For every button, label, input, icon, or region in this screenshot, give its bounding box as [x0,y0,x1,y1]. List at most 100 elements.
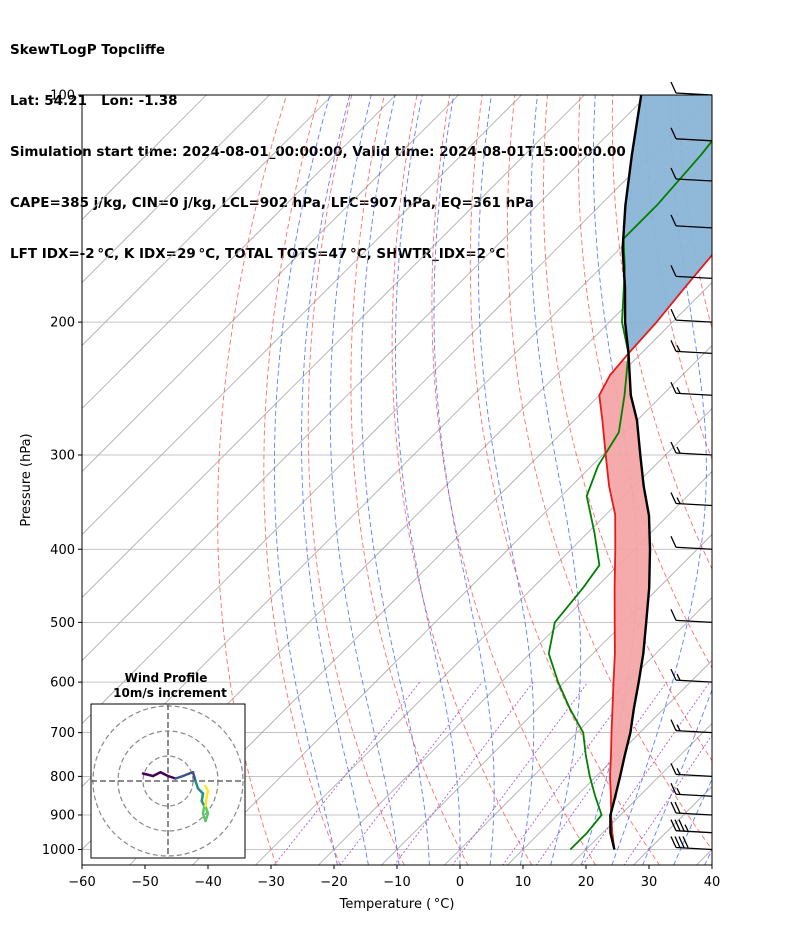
moist-adiabat [433,95,495,865]
moist-adiabat [642,688,712,865]
wind-barb [670,265,713,280]
hodograph-trace [204,794,208,808]
y-tick-label: 200 [50,316,75,331]
hodograph-trace [159,771,170,778]
wind-barb [670,668,713,683]
hodograph-trace [200,792,205,803]
wind-barb [670,719,713,734]
isotherm-line [82,95,712,725]
mixing-ratio-line [623,734,712,865]
x-tick-label: −10 [383,875,410,890]
isotherm-line [128,281,712,865]
isotherm-line [82,95,397,410]
x-axis-label: Temperature ( °C) [339,897,455,912]
wind-barb [670,167,713,182]
y-tick-label: 400 [50,543,75,558]
y-tick-label: 100 [50,89,75,104]
y-axis-label: Pressure (hPa) [19,433,34,526]
hodograph-title: Wind Profile [125,671,208,685]
dry-adiabat [391,95,533,865]
moist-adiabat [360,95,430,865]
cape-area [599,360,650,812]
hodograph-trace [204,812,210,823]
cape-line: CAPE=385 j/kg, CIN=0 j/kg, LCL=902 hPa, … [10,195,534,211]
isotherm-line [254,407,712,865]
hodograph-trace [174,774,185,780]
wind-barb [670,492,713,507]
parcel-line [609,95,652,850]
dry-adiabat [263,95,341,865]
moist-adiabat [673,777,712,865]
x-tick-label: −40 [194,875,221,890]
isotherm-line [82,95,271,284]
y-tick-label: 1000 [42,843,75,858]
moist-adiabat [704,848,712,865]
hodograph-trace [204,804,210,815]
wind-barb [670,836,713,851]
mixing-ratio-line [582,681,711,865]
mixing-ratio-line [451,681,589,865]
mixing-ratio-line [502,681,636,865]
dry-adiabat [710,95,712,122]
dry-adiabat [507,95,712,851]
isotherm-line [82,95,208,221]
isotherm-line [82,95,523,536]
isotherm-line [569,722,712,865]
mixing-ratio-line [273,681,421,865]
wind-barb [670,535,713,550]
chart-title-block: SkewTLogP Topcliffe Lat: 54.21 Lon: -1.3… [10,8,626,280]
x-tick-label: 0 [456,875,464,890]
x-tick-label: 40 [704,875,721,890]
hodograph-trace [141,772,155,778]
x-tick-label: 10 [515,875,532,890]
hodograph-trace [166,774,177,780]
chart-title: SkewTLogP Topcliffe [10,42,166,58]
dry-adiabat [543,95,712,762]
moist-adiabat [329,95,400,865]
x-tick-label: 30 [641,875,658,890]
isotherm-line [317,470,712,865]
isotherm-line [191,344,712,865]
time-line: Simulation start time: 2024-08-01_00:00:… [10,144,626,160]
x-tick-label: 20 [578,875,595,890]
hodograph-trace [194,779,200,790]
mixing-ratio-line [393,681,534,865]
wind-barb [670,127,713,142]
moist-adiabat [301,95,369,865]
wind-barb [670,763,713,778]
dry-adiabat [469,95,661,865]
dry-adiabat [742,78,794,865]
isotherm-line [380,533,712,865]
isotherm-line [82,95,334,347]
wind-barb [670,308,713,323]
moist-adiabat [478,95,535,865]
hodograph-trace [204,784,210,793]
hodograph-inset: Wind Profile 10m/s increment [90,671,246,859]
dry-adiabat [774,78,794,865]
wind-barb [670,340,713,355]
moist-adiabat [273,95,338,865]
temperature-line [598,253,712,850]
cin-area [622,95,712,354]
wind-barb [670,819,713,834]
y-tick-label: 500 [50,616,75,631]
wind-barb [670,441,713,456]
x-tick-label: −50 [131,875,158,890]
wind-barb [670,81,713,96]
isotherm-line [82,95,586,599]
dry-adiabat [431,95,597,865]
y-tick-label: 800 [50,770,75,785]
y-tick-label: 900 [50,808,75,823]
hodograph-trace [201,804,206,815]
axes: −60 −50 −40 −30 −20 −10 0 10 20 30 40 100 200 300 400 5… [42,89,720,891]
dry-adiabat [350,95,469,865]
moist-adiabat [611,95,707,865]
isotherm-line [82,95,649,662]
hodograph-trace [191,771,197,783]
wind-barbs [670,81,713,851]
y-tick-label: 700 [50,726,75,741]
wind-barb [670,609,713,624]
dry-adiabat [307,95,405,865]
dry-adiabat [611,95,712,570]
